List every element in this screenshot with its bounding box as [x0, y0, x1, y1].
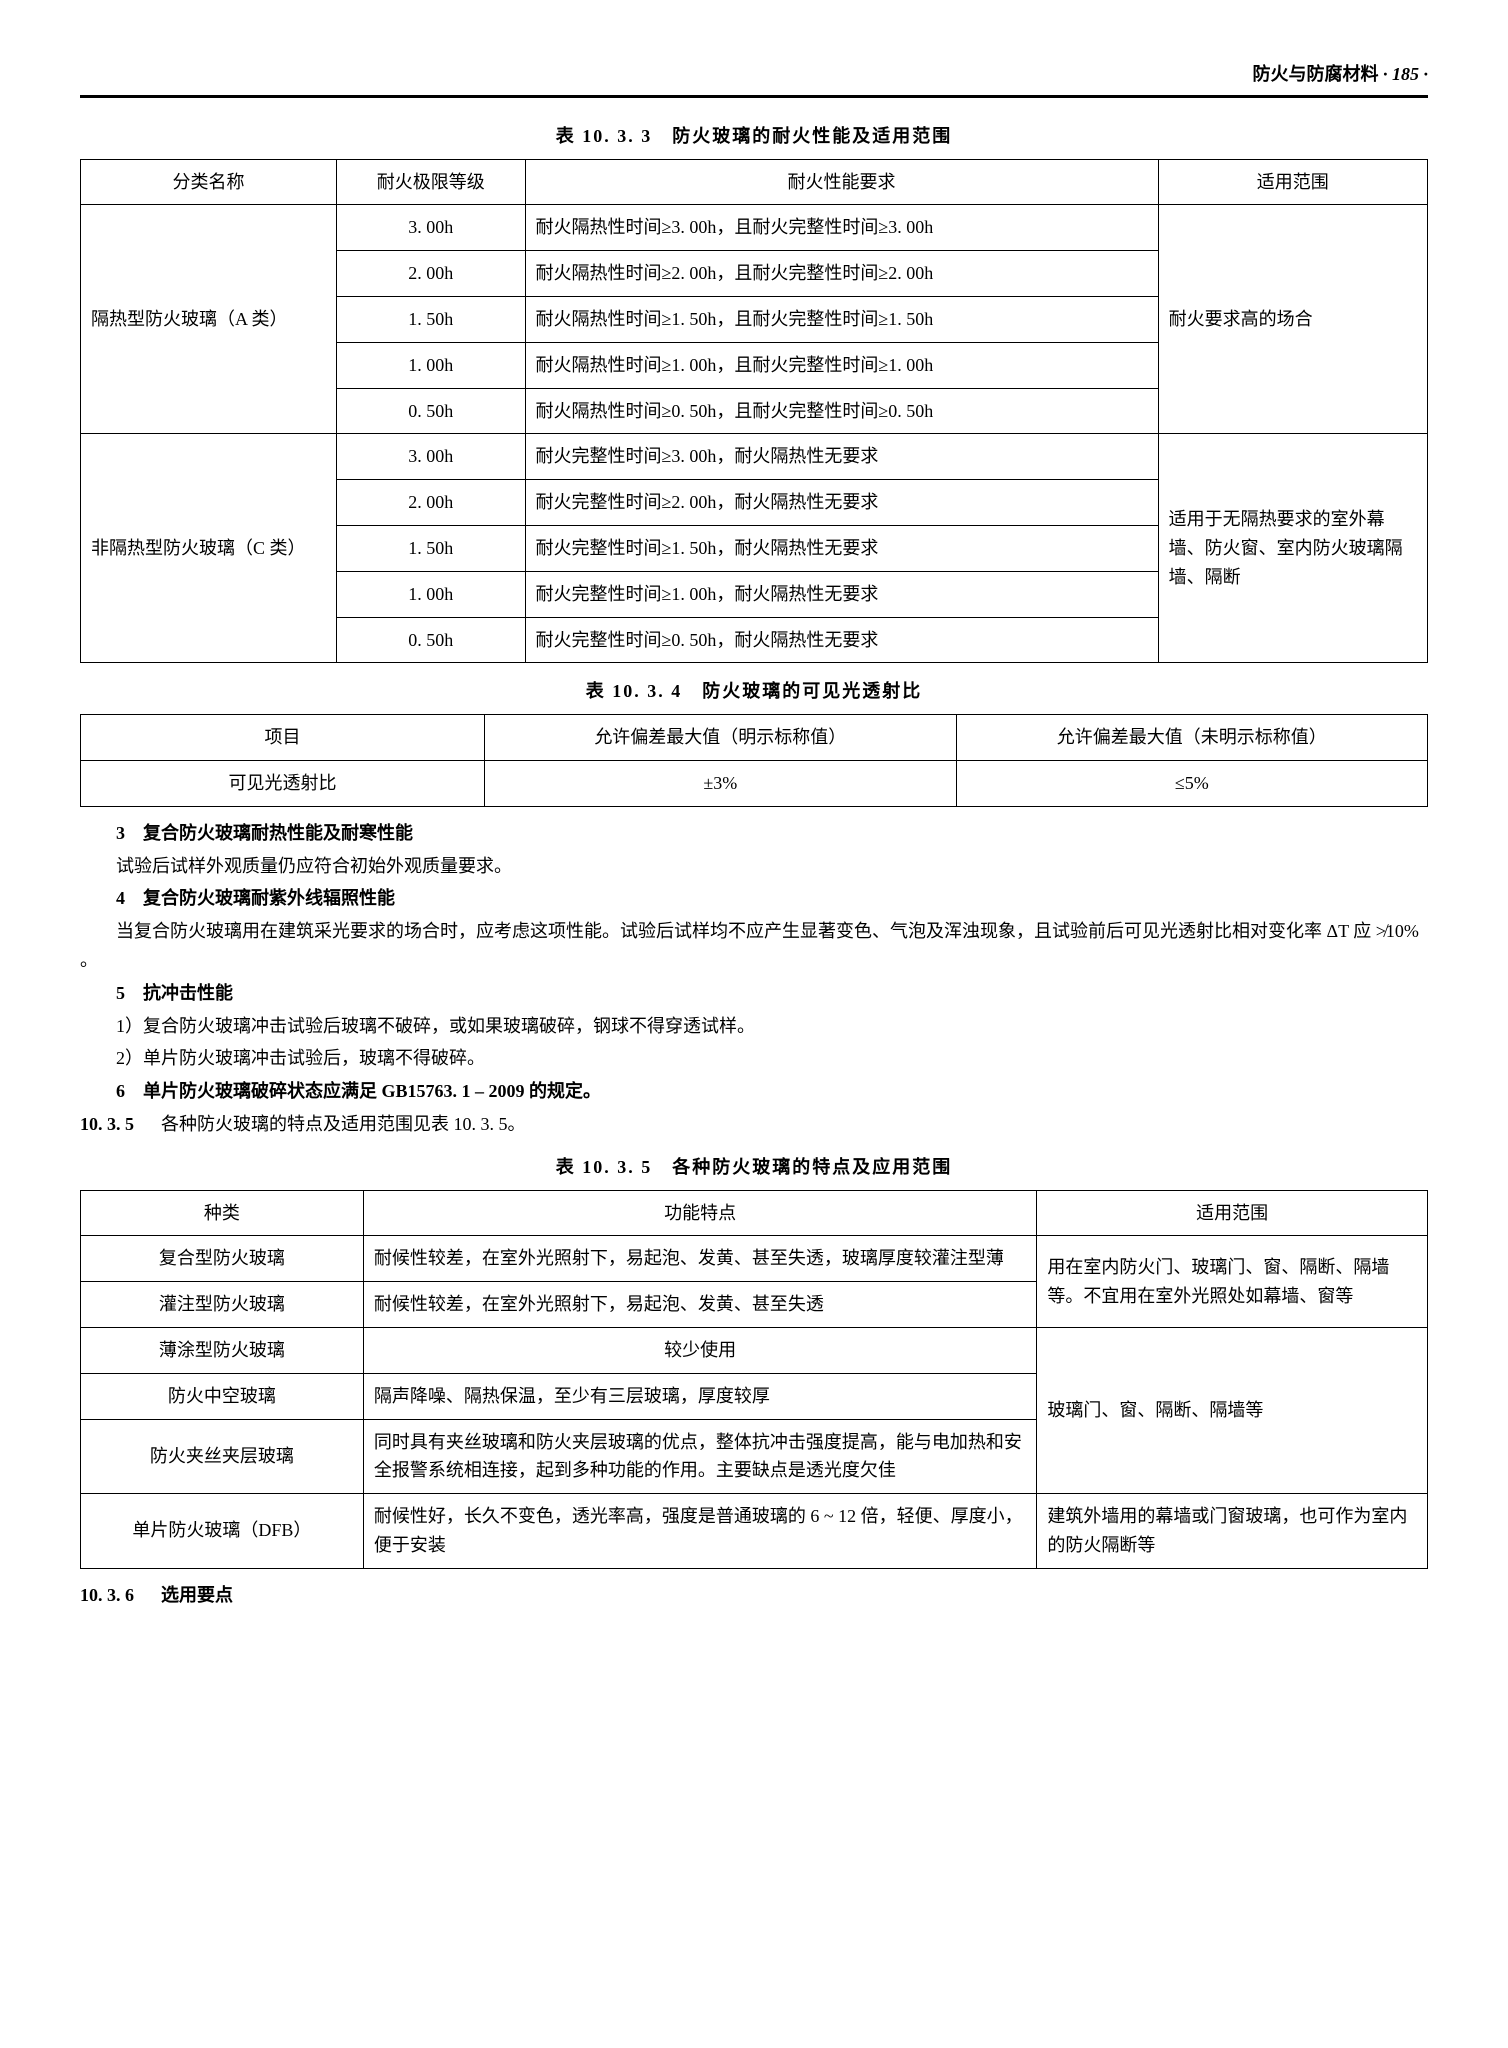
group2-scope: 适用于无隔热要求的室外幕墙、防火窗、室内防火玻璃隔墙、隔断 [1158, 434, 1427, 663]
table-10-3-5: 种类 功能特点 适用范围 复合型防火玻璃 耐候性较差，在室外光照射下，易起泡、发… [80, 1190, 1428, 1569]
cell-req: 耐火完整性时间≥1. 00h，耐火隔热性无要求 [525, 571, 1158, 617]
page-header: 防火与防腐材料 · 185 · [80, 60, 1428, 98]
p5-title: 5 抗冲击性能 [80, 979, 1428, 1008]
cell-req: 耐火完整性时间≥0. 50h，耐火隔热性无要求 [525, 617, 1158, 663]
table-row: 项目 允许偏差最大值（明示标称值） 允许偏差最大值（未明示标称值） [81, 715, 1428, 761]
cell-req: 耐火完整性时间≥3. 00h，耐火隔热性无要求 [525, 434, 1158, 480]
scope1: 用在室内防火门、玻璃门、窗、隔断、隔墙等。不宜用在室外光照处如幕墙、窗等 [1037, 1236, 1428, 1328]
table-row: 可见光透射比 ±3% ≤5% [81, 760, 1428, 806]
sec1036-num: 10. 3. 6 [80, 1585, 134, 1605]
th-feature: 功能特点 [363, 1190, 1037, 1236]
cell-req: 耐火隔热性时间≥0. 50h，且耐火完整性时间≥0. 50h [525, 388, 1158, 434]
cell-grade: 1. 50h [336, 296, 525, 342]
scope2: 玻璃门、窗、隔断、隔墙等 [1037, 1327, 1428, 1493]
sec1035-text: 各种防火玻璃的特点及适用范围见表 10. 3. 5。 [161, 1114, 526, 1134]
th-kind: 种类 [81, 1190, 364, 1236]
cell-c1: ±3% [485, 760, 956, 806]
cell-feat: 耐候性较差，在室外光照射下，易起泡、发黄、甚至失透 [363, 1282, 1037, 1328]
cell-feat: 耐候性好，长久不变色，透光率高，强度是普通玻璃的 6 ~ 12 倍，轻便、厚度小… [363, 1494, 1037, 1569]
table-row: 隔热型防火玻璃（A 类） 3. 00h 耐火隔热性时间≥3. 00h，且耐火完整… [81, 205, 1428, 251]
cell-req: 耐火完整性时间≥1. 50h，耐火隔热性无要求 [525, 525, 1158, 571]
p4-body: 当复合防火玻璃用在建筑采光要求的场合时，应考虑这项性能。试验后试样均不应产生显著… [80, 917, 1428, 975]
cell-grade: 0. 50h [336, 617, 525, 663]
th-grade: 耐火极限等级 [336, 159, 525, 205]
cell-req: 耐火隔热性时间≥1. 00h，且耐火完整性时间≥1. 00h [525, 342, 1158, 388]
cell-kind: 单片防火玻璃（DFB） [81, 1494, 364, 1569]
th-category: 分类名称 [81, 159, 337, 205]
table2-caption: 表 10. 3. 4 防火玻璃的可见光透射比 [80, 677, 1428, 706]
p3-title: 3 复合防火玻璃耐热性能及耐寒性能 [80, 819, 1428, 848]
th-dev2: 允许偏差最大值（未明示标称值） [956, 715, 1427, 761]
cell-feat: 较少使用 [363, 1327, 1037, 1373]
cell-kind: 防火中空玻璃 [81, 1373, 364, 1419]
sec1035-num: 10. 3. 5 [80, 1114, 134, 1134]
table3-caption: 表 10. 3. 5 各种防火玻璃的特点及应用范围 [80, 1153, 1428, 1182]
table-10-3-3: 分类名称 耐火极限等级 耐火性能要求 适用范围 隔热型防火玻璃（A 类） 3. … [80, 159, 1428, 664]
group1-name: 隔热型防火玻璃（A 类） [81, 205, 337, 434]
cell-req: 耐火隔热性时间≥3. 00h，且耐火完整性时间≥3. 00h [525, 205, 1158, 251]
cell-req: 耐火隔热性时间≥2. 00h，且耐火完整性时间≥2. 00h [525, 251, 1158, 297]
cell-item: 可见光透射比 [81, 760, 485, 806]
th-req: 耐火性能要求 [525, 159, 1158, 205]
th-item: 项目 [81, 715, 485, 761]
cell-grade: 1. 50h [336, 525, 525, 571]
p4-title: 4 复合防火玻璃耐紫外线辐照性能 [80, 884, 1428, 913]
table1-caption: 表 10. 3. 3 防火玻璃的耐火性能及适用范围 [80, 122, 1428, 151]
cell-grade: 1. 00h [336, 342, 525, 388]
cell-kind: 薄涂型防火玻璃 [81, 1327, 364, 1373]
th-scope: 适用范围 [1037, 1190, 1428, 1236]
cell-grade: 1. 00h [336, 571, 525, 617]
scope3: 建筑外墙用的幕墙或门窗玻璃，也可作为室内的防火隔断等 [1037, 1494, 1428, 1569]
th-dev1: 允许偏差最大值（明示标称值） [485, 715, 956, 761]
sec1036-title: 选用要点 [161, 1585, 233, 1605]
cell-feat: 耐候性较差，在室外光照射下，易起泡、发黄、甚至失透，玻璃厚度较灌注型薄 [363, 1236, 1037, 1282]
p3-body: 试验后试样外观质量仍应符合初始外观质量要求。 [80, 852, 1428, 881]
cell-grade: 3. 00h [336, 205, 525, 251]
group2-name: 非隔热型防火玻璃（C 类） [81, 434, 337, 663]
cell-grade: 0. 50h [336, 388, 525, 434]
cell-feat: 隔声降噪、隔热保温，至少有三层玻璃，厚度较厚 [363, 1373, 1037, 1419]
th-scope: 适用范围 [1158, 159, 1427, 205]
table-row: 非隔热型防火玻璃（C 类） 3. 00h 耐火完整性时间≥3. 00h，耐火隔热… [81, 434, 1428, 480]
cell-kind: 复合型防火玻璃 [81, 1236, 364, 1282]
page-number: · 185 · [1383, 64, 1428, 84]
cell-grade: 2. 00h [336, 480, 525, 526]
cell-kind: 防火夹丝夹层玻璃 [81, 1419, 364, 1494]
sec-10-3-5: 10. 3. 5 各种防火玻璃的特点及适用范围见表 10. 3. 5。 [80, 1110, 1428, 1139]
p6: 6 单片防火玻璃破碎状态应满足 GB15763. 1 – 2009 的规定。 [80, 1077, 1428, 1106]
table-row: 复合型防火玻璃 耐候性较差，在室外光照射下，易起泡、发黄、甚至失透，玻璃厚度较灌… [81, 1236, 1428, 1282]
p5-2: 2）单片防火玻璃冲击试验后，玻璃不得破碎。 [80, 1044, 1428, 1073]
sec-10-3-6: 10. 3. 6 选用要点 [80, 1581, 1428, 1610]
table-row: 种类 功能特点 适用范围 [81, 1190, 1428, 1236]
table-10-3-4: 项目 允许偏差最大值（明示标称值） 允许偏差最大值（未明示标称值） 可见光透射比… [80, 714, 1428, 807]
cell-req: 耐火隔热性时间≥1. 50h，且耐火完整性时间≥1. 50h [525, 296, 1158, 342]
cell-req: 耐火完整性时间≥2. 00h，耐火隔热性无要求 [525, 480, 1158, 526]
group1-scope: 耐火要求高的场合 [1158, 205, 1427, 434]
cell-c2: ≤5% [956, 760, 1427, 806]
cell-grade: 3. 00h [336, 434, 525, 480]
header-title: 防火与防腐材料 [1253, 64, 1379, 84]
p5-1: 1）复合防火玻璃冲击试验后玻璃不破碎，或如果玻璃破碎，钢球不得穿透试样。 [80, 1012, 1428, 1041]
cell-feat: 同时具有夹丝玻璃和防火夹层玻璃的优点，整体抗冲击强度提高，能与电加热和安全报警系… [363, 1419, 1037, 1494]
table-row: 分类名称 耐火极限等级 耐火性能要求 适用范围 [81, 159, 1428, 205]
table-row: 薄涂型防火玻璃 较少使用 玻璃门、窗、隔断、隔墙等 [81, 1327, 1428, 1373]
cell-grade: 2. 00h [336, 251, 525, 297]
table-row: 单片防火玻璃（DFB） 耐候性好，长久不变色，透光率高，强度是普通玻璃的 6 ~… [81, 1494, 1428, 1569]
cell-kind: 灌注型防火玻璃 [81, 1282, 364, 1328]
